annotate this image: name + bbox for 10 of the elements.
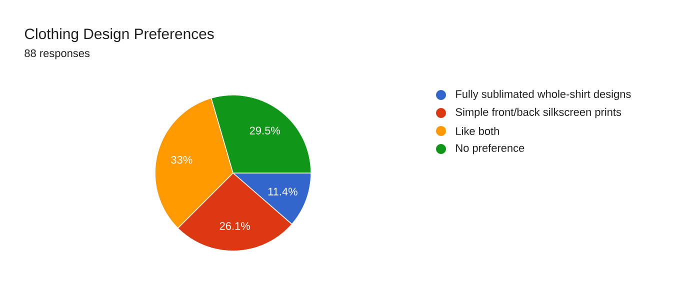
data-label: 29.5% xyxy=(250,126,280,134)
legend-label: Fully sublimated whole-shirt designs xyxy=(456,90,631,100)
legend-label: Like both xyxy=(456,126,499,136)
legend-label: Simple front/back silkscreen prints xyxy=(456,108,622,118)
data-label: 26.1% xyxy=(220,222,250,230)
text: 88 responses xyxy=(24,49,90,60)
chart-title: Clothing Design Preferences xyxy=(24,28,214,42)
legend-label: No preference xyxy=(456,144,524,154)
data-label: 33% xyxy=(171,156,192,164)
data-label: 11.4% xyxy=(268,188,298,196)
